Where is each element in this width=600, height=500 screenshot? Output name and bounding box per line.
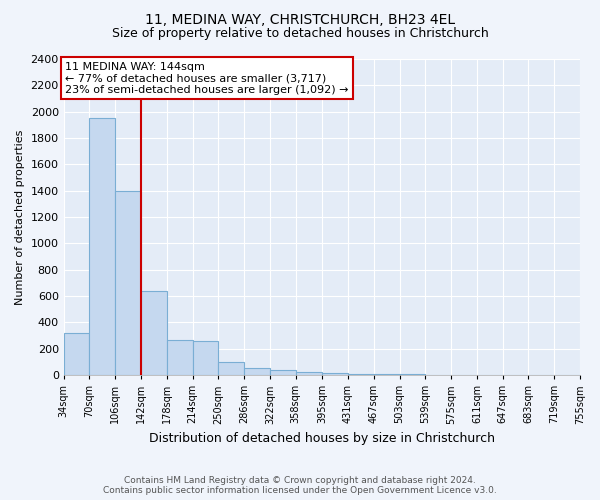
- X-axis label: Distribution of detached houses by size in Christchurch: Distribution of detached houses by size …: [149, 432, 495, 445]
- Bar: [400, 374, 425, 375]
- Bar: [167, 340, 193, 375]
- Text: 11 MEDINA WAY: 144sqm
← 77% of detached houses are smaller (3,717)
23% of semi-d: 11 MEDINA WAY: 144sqm ← 77% of detached …: [65, 62, 349, 95]
- Bar: [348, 374, 374, 375]
- Bar: [89, 118, 115, 375]
- Bar: [218, 362, 244, 375]
- Bar: [270, 370, 296, 375]
- Bar: [296, 372, 322, 375]
- Bar: [374, 374, 400, 375]
- Bar: [193, 341, 218, 375]
- Text: Size of property relative to detached houses in Christchurch: Size of property relative to detached ho…: [112, 28, 488, 40]
- Bar: [64, 333, 89, 375]
- Y-axis label: Number of detached properties: Number of detached properties: [15, 130, 25, 305]
- Text: Contains HM Land Registry data © Crown copyright and database right 2024.
Contai: Contains HM Land Registry data © Crown c…: [103, 476, 497, 495]
- Text: 11, MEDINA WAY, CHRISTCHURCH, BH23 4EL: 11, MEDINA WAY, CHRISTCHURCH, BH23 4EL: [145, 12, 455, 26]
- Bar: [322, 372, 348, 375]
- Bar: [244, 368, 270, 375]
- Bar: [115, 190, 141, 375]
- Bar: [141, 291, 167, 375]
